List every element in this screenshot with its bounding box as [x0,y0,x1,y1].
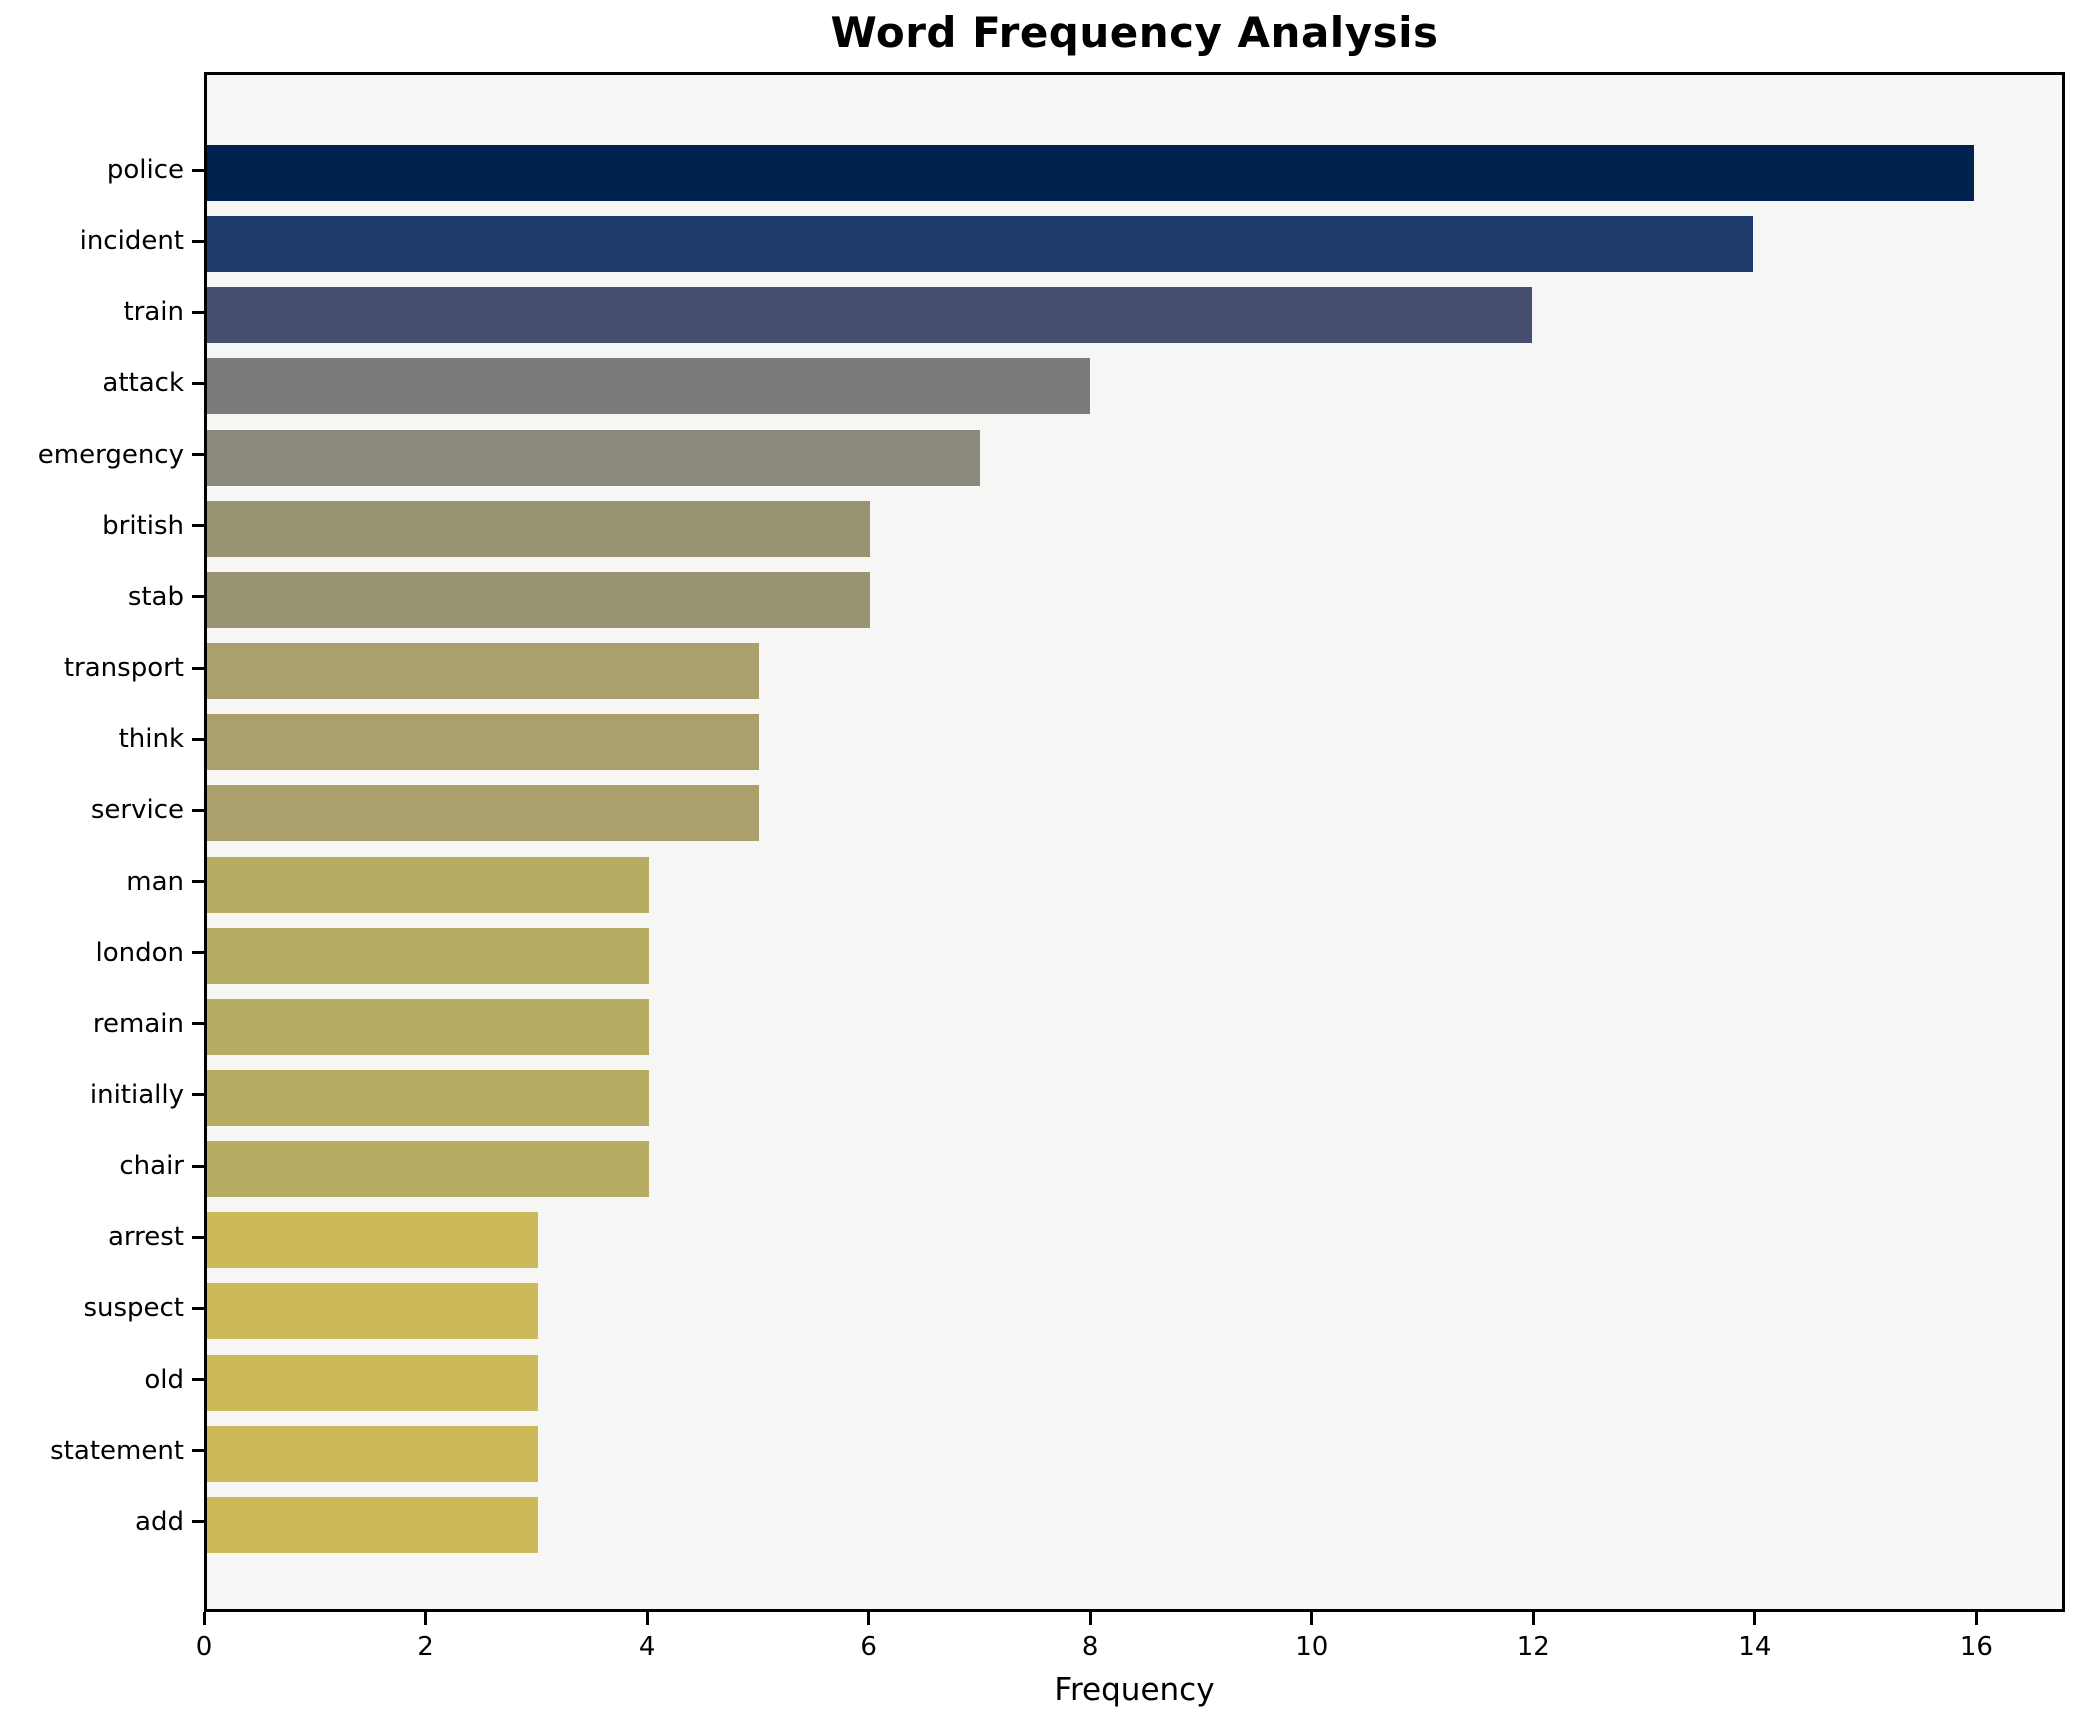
y-tick-mark [192,453,204,457]
x-tick-mark [424,1612,428,1625]
y-tick-label-arrest: arrest [107,1222,184,1253]
y-tick-mark [192,1449,204,1453]
y-tick-mark [192,737,204,741]
y-tick-label-police: police [106,155,184,185]
x-tick-label-8: 8 [1081,1632,1099,1662]
y-tick-mark [192,239,204,243]
x-tick-label-2: 2 [417,1632,434,1662]
y-tick-label-statement: statement [50,1435,184,1466]
y-tick-mark [192,1022,204,1026]
y-tick-label-service: service [90,795,184,826]
y-tick-label-add: add [135,1506,184,1537]
x-tick-label-12: 12 [1516,1632,1550,1662]
y-tick-label-old: old [144,1364,184,1395]
bar-transport [207,643,760,700]
y-tick-mark [192,310,204,314]
x-tick-label-16: 16 [1959,1632,1993,1662]
y-tick-label-think: think [118,724,184,755]
y-tick-label-chair: chair [119,1151,184,1182]
y-tick-label-stab: stab [127,581,184,612]
x-axis-label: Frequency [1054,1672,1215,1708]
x-tick-mark [1974,1612,1978,1625]
y-tick-label-emergency: emergency [37,439,184,470]
y-tick-label-initially: initially [89,1079,184,1110]
y-tick-mark [192,168,204,172]
y-tick-mark [192,1093,204,1097]
x-tick-mark [1310,1612,1314,1625]
y-tick-label-man: man [126,866,184,897]
bar-statement [207,1425,539,1482]
x-tick-mark [867,1612,871,1625]
bar-man [207,856,649,913]
y-tick-mark [192,1520,204,1524]
bar-add [207,1496,539,1553]
x-tick-label-10: 10 [1295,1632,1329,1662]
bar-service [207,785,760,842]
bar-chair [207,1141,649,1198]
y-tick-mark [192,1378,204,1382]
x-tick-mark [1531,1612,1535,1625]
y-tick-label-incident: incident [79,226,184,257]
bar-suspect [207,1283,539,1340]
bar-police [207,145,1974,201]
x-tick-mark [1088,1612,1092,1625]
bar-remain [207,998,649,1055]
bar-stab [207,571,870,628]
y-tick-label-suspect: suspect [83,1293,184,1324]
y-tick-label-remain: remain [92,1008,184,1039]
bar-incident [207,216,1753,273]
y-tick-mark [192,666,204,670]
y-tick-label-transport: transport [63,653,184,684]
bar-train [207,287,1532,344]
y-tick-mark [192,524,204,528]
bar-old [207,1354,539,1411]
x-tick-mark [202,1612,206,1625]
y-tick-mark [192,1235,204,1239]
x-tick-label-0: 0 [195,1632,213,1662]
bar-emergency [207,429,980,486]
y-tick-label-attack: attack [102,368,184,399]
x-tick-label-14: 14 [1738,1632,1772,1662]
x-tick-mark [1753,1612,1757,1625]
x-tick-label-6: 6 [860,1632,877,1662]
y-tick-label-british: british [102,510,184,541]
bar-arrest [207,1212,539,1269]
bar-initially [207,1069,649,1126]
y-tick-mark [192,880,204,883]
bar-british [207,500,870,557]
bar-london [207,927,649,984]
plot-area [204,72,2065,1612]
y-tick-mark [192,1164,204,1168]
y-tick-mark [192,1306,204,1310]
bar-think [207,714,760,771]
y-tick-mark [192,381,204,385]
y-tick-label-train: train [123,297,184,328]
y-tick-mark [192,595,204,599]
chart-title: Word Frequency Analysis [830,8,1439,57]
x-tick-label-4: 4 [638,1632,656,1662]
x-tick-mark [645,1612,649,1625]
bar-attack [207,358,1091,415]
y-tick-mark [192,951,204,955]
y-tick-label-london: london [95,937,185,968]
y-tick-mark [192,808,204,812]
